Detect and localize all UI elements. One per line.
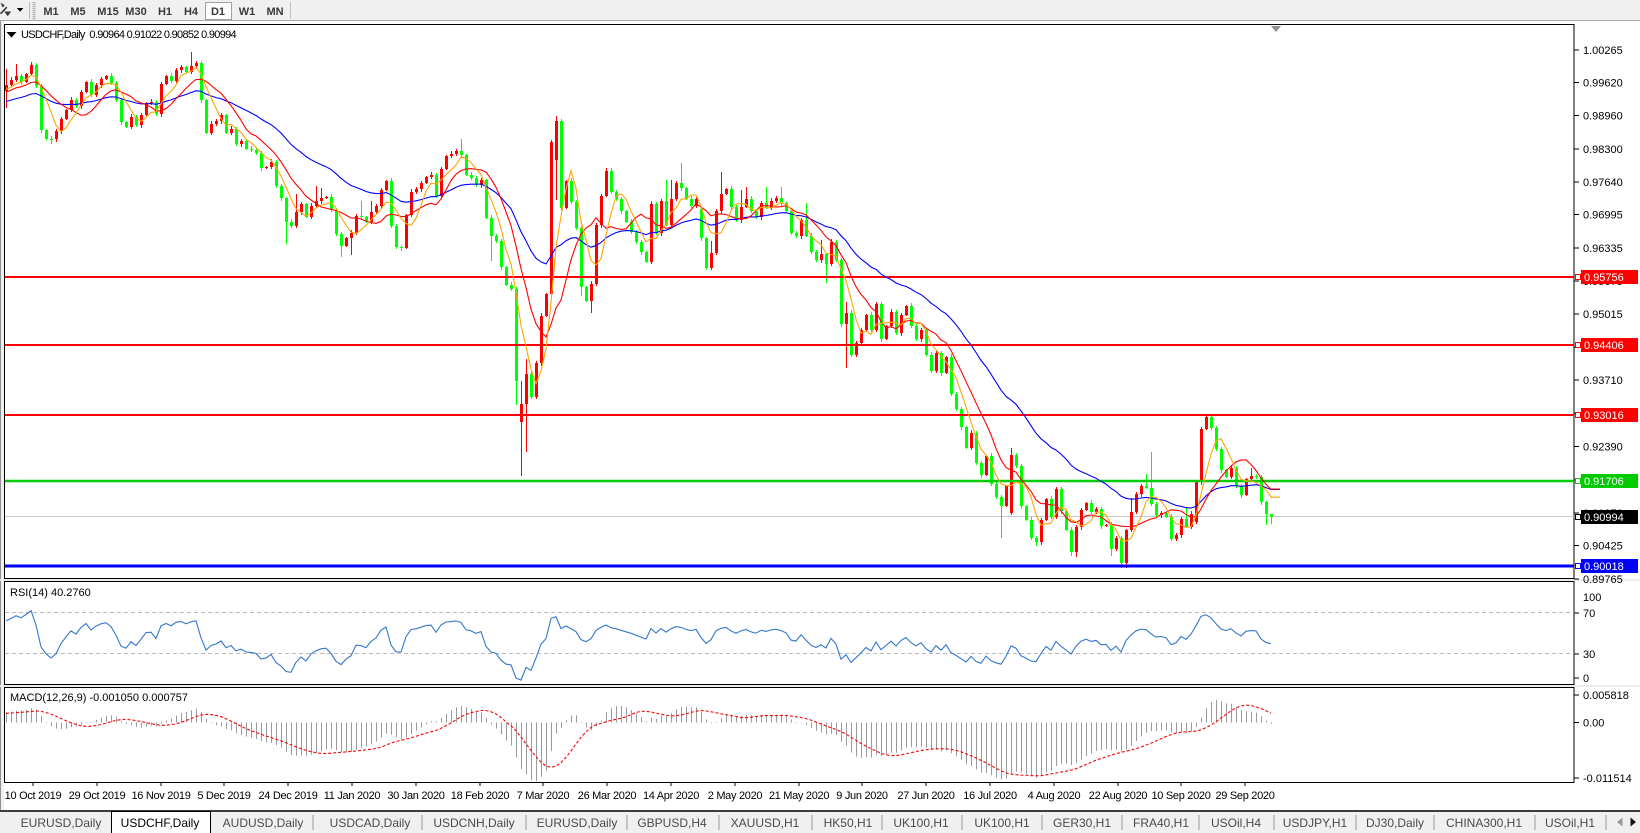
svg-text:FRA40,H1: FRA40,H1	[1133, 816, 1189, 830]
svg-text:-0.011514: -0.011514	[1583, 773, 1632, 785]
svg-text:0.90018: 0.90018	[1584, 561, 1624, 573]
svg-text:EURUSD,Daily: EURUSD,Daily	[537, 816, 618, 830]
svg-text:USDCAD,Daily: USDCAD,Daily	[330, 816, 411, 830]
svg-text:0.90994: 0.90994	[1584, 512, 1624, 524]
svg-text:0.94406: 0.94406	[1584, 340, 1624, 352]
svg-text:0.005818: 0.005818	[1583, 690, 1629, 702]
svg-text:0.95015: 0.95015	[1583, 309, 1623, 321]
svg-text:0.96335: 0.96335	[1583, 243, 1623, 255]
svg-text:USDCNH,Daily: USDCNH,Daily	[433, 816, 514, 830]
svg-text:26 Mar 2020: 26 Mar 2020	[578, 790, 637, 802]
svg-text:27 Jun 2020: 27 Jun 2020	[897, 790, 954, 802]
svg-text:29 Sep 2020: 29 Sep 2020	[1215, 790, 1274, 802]
svg-text:MACD(12,26,9) -0.001050 0.0007: MACD(12,26,9) -0.001050 0.000757	[10, 692, 188, 704]
svg-text:11 Jan 2020: 11 Jan 2020	[324, 790, 381, 802]
svg-text:W1: W1	[239, 6, 256, 18]
svg-text:0.95756: 0.95756	[1584, 272, 1624, 284]
svg-text:0.97640: 0.97640	[1583, 177, 1623, 189]
svg-text:0.98300: 0.98300	[1583, 144, 1623, 156]
svg-text:0.92390: 0.92390	[1583, 442, 1623, 454]
svg-text:70: 70	[1583, 608, 1595, 620]
svg-text:DJ30,Daily: DJ30,Daily	[1366, 816, 1424, 830]
svg-text:30 Jan 2020: 30 Jan 2020	[387, 790, 444, 802]
svg-text:29 Oct 2019: 29 Oct 2019	[69, 790, 126, 802]
svg-text:HK50,H1: HK50,H1	[824, 816, 873, 830]
svg-text:0: 0	[1583, 673, 1589, 685]
svg-text:0.90425: 0.90425	[1583, 541, 1623, 553]
svg-text:GER30,H1: GER30,H1	[1053, 816, 1111, 830]
svg-text:MN: MN	[266, 6, 283, 18]
svg-text:M30: M30	[125, 6, 146, 18]
svg-text:0.96995: 0.96995	[1583, 210, 1623, 222]
svg-text:16 Nov 2019: 16 Nov 2019	[131, 790, 190, 802]
svg-text:UK100,H1: UK100,H1	[893, 816, 949, 830]
svg-text:D1: D1	[211, 6, 225, 18]
svg-text:0.89765: 0.89765	[1583, 574, 1623, 586]
svg-text:CHINA300,H1: CHINA300,H1	[1446, 816, 1522, 830]
svg-text:H4: H4	[184, 6, 199, 18]
svg-text:4 Aug 2020: 4 Aug 2020	[1028, 790, 1081, 802]
svg-text:0.93016: 0.93016	[1584, 410, 1624, 422]
svg-text:2 May 2020: 2 May 2020	[708, 790, 763, 802]
svg-text:M1: M1	[43, 6, 58, 18]
svg-text:0.00: 0.00	[1583, 718, 1604, 730]
svg-text:0.93710: 0.93710	[1583, 375, 1623, 387]
svg-text:0.99620: 0.99620	[1583, 78, 1623, 90]
svg-text:H1: H1	[158, 6, 172, 18]
svg-text:1.00265: 1.00265	[1583, 45, 1623, 57]
svg-text:24 Dec 2019: 24 Dec 2019	[258, 790, 317, 802]
svg-text:USOil,H1: USOil,H1	[1545, 816, 1595, 830]
svg-text:GBPUSD,H4: GBPUSD,H4	[637, 816, 707, 830]
svg-text:USDCHF,Daily: USDCHF,Daily	[121, 816, 200, 830]
svg-text:10 Oct 2019: 10 Oct 2019	[5, 790, 62, 802]
svg-text:30: 30	[1583, 649, 1595, 661]
svg-text:M5: M5	[70, 6, 85, 18]
svg-text:100: 100	[1583, 592, 1601, 604]
svg-text:0.98960: 0.98960	[1583, 111, 1623, 123]
svg-text:16 Jul 2020: 16 Jul 2020	[963, 790, 1017, 802]
svg-text:USDCHF,Daily 0.90964 0.91022: USDCHF,Daily 0.90964 0.91022 0.90852 0.9…	[21, 29, 237, 41]
svg-text:21 May 2020: 21 May 2020	[769, 790, 829, 802]
svg-text:RSI(14) 40.2760: RSI(14) 40.2760	[10, 587, 91, 599]
svg-text:USDJPY,H1: USDJPY,H1	[1283, 816, 1348, 830]
svg-text:18 Feb 2020: 18 Feb 2020	[451, 790, 510, 802]
svg-text:10 Sep 2020: 10 Sep 2020	[1151, 790, 1210, 802]
svg-text:0.91706: 0.91706	[1584, 476, 1624, 488]
svg-text:UK100,H1: UK100,H1	[974, 816, 1030, 830]
svg-text:14 Apr 2020: 14 Apr 2020	[643, 790, 699, 802]
svg-text:7 Mar 2020: 7 Mar 2020	[517, 790, 570, 802]
svg-text:USOil,H4: USOil,H4	[1211, 816, 1261, 830]
svg-text:9 Jun 2020: 9 Jun 2020	[836, 790, 888, 802]
svg-text:EURUSD,Daily: EURUSD,Daily	[21, 816, 102, 830]
svg-text:5 Dec 2019: 5 Dec 2019	[197, 790, 250, 802]
svg-text:M15: M15	[97, 6, 118, 18]
svg-text:22 Aug 2020: 22 Aug 2020	[1089, 790, 1148, 802]
svg-text:XAUUSD,H1: XAUUSD,H1	[731, 816, 800, 830]
svg-text:AUDUSD,Daily: AUDUSD,Daily	[223, 816, 304, 830]
